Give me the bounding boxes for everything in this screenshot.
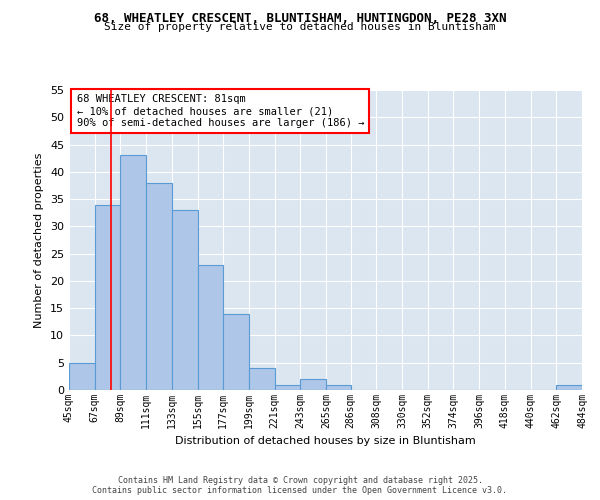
Bar	[121, 156, 146, 390]
Bar	[326, 384, 350, 390]
Text: Size of property relative to detached houses in Bluntisham: Size of property relative to detached ho…	[104, 22, 496, 32]
Bar	[197, 264, 223, 390]
Bar	[556, 384, 582, 390]
Bar	[249, 368, 275, 390]
Bar	[301, 379, 326, 390]
Text: 68 WHEATLEY CRESCENT: 81sqm
← 10% of detached houses are smaller (21)
90% of sem: 68 WHEATLEY CRESCENT: 81sqm ← 10% of det…	[77, 94, 364, 128]
Bar	[275, 384, 301, 390]
Bar	[146, 182, 172, 390]
Text: 68, WHEATLEY CRESCENT, BLUNTISHAM, HUNTINGDON, PE28 3XN: 68, WHEATLEY CRESCENT, BLUNTISHAM, HUNTI…	[94, 12, 506, 26]
Y-axis label: Number of detached properties: Number of detached properties	[34, 152, 44, 328]
Bar	[223, 314, 249, 390]
Bar	[69, 362, 95, 390]
Text: Contains HM Land Registry data © Crown copyright and database right 2025.
Contai: Contains HM Land Registry data © Crown c…	[92, 476, 508, 495]
Bar	[172, 210, 197, 390]
X-axis label: Distribution of detached houses by size in Bluntisham: Distribution of detached houses by size …	[175, 436, 476, 446]
Bar	[95, 204, 121, 390]
